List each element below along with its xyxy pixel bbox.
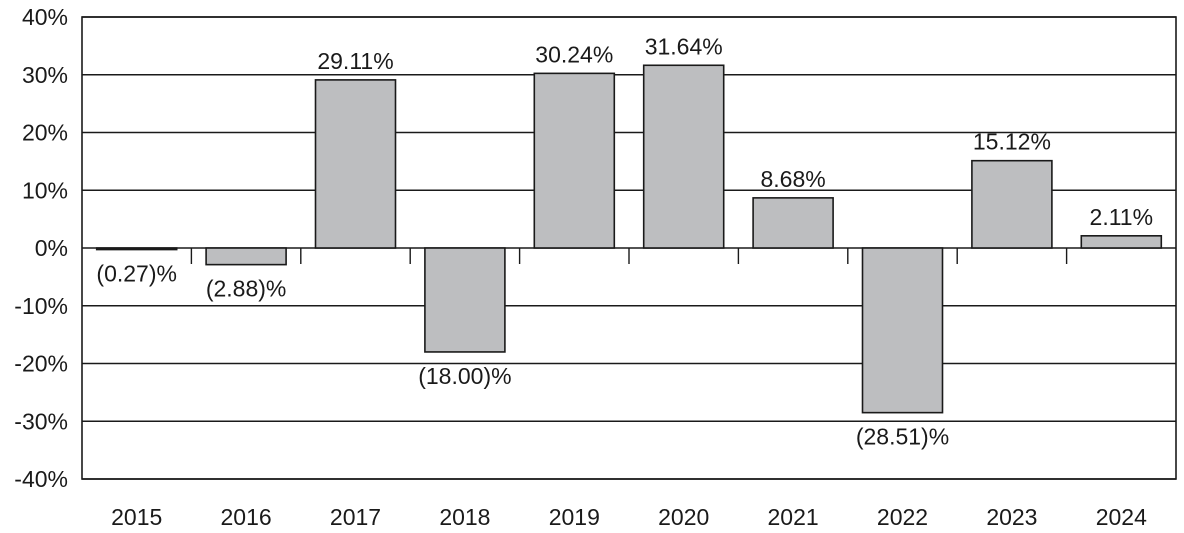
- y-axis-tick-labels: 40% 30% 20% 10% 0% -10% -20% -30% -40%: [14, 4, 68, 492]
- data-label-2017: 29.11%: [317, 48, 393, 74]
- y-tick-label: 20%: [22, 120, 68, 146]
- x-label-2018: 2018: [439, 504, 490, 530]
- data-label-2022: (28.51)%: [856, 424, 949, 450]
- bar-2016: [205, 247, 287, 266]
- y-tick-label: -20%: [14, 351, 68, 377]
- x-label-2017: 2017: [330, 504, 381, 530]
- y-tick-label: -40%: [14, 466, 68, 492]
- x-label-2020: 2020: [658, 504, 709, 530]
- y-tick-label: -10%: [14, 293, 68, 319]
- x-axis-ticks: [190, 248, 1068, 264]
- bars: [95, 64, 1163, 414]
- data-label-2023: 15.12%: [973, 129, 1051, 155]
- bar-2022: [861, 247, 944, 414]
- x-label-2024: 2024: [1096, 504, 1147, 530]
- y-tick-label: 0%: [35, 235, 68, 261]
- data-label-2018: (18.00)%: [418, 363, 511, 389]
- y-tick-label: 10%: [22, 177, 68, 203]
- x-label-2015: 2015: [111, 504, 162, 530]
- data-label-2024: 2.11%: [1090, 204, 1154, 230]
- bar-2019: [533, 72, 616, 249]
- bar-2023: [971, 159, 1053, 249]
- x-label-2019: 2019: [549, 504, 600, 530]
- bar-2018: [424, 247, 506, 353]
- data-labels: (0.27)% (2.88)% 29.11% (18.00)% 30.24% 31.64%…: [96, 33, 1153, 449]
- x-label-2022: 2022: [877, 504, 928, 530]
- y-tick-label: 40%: [22, 4, 68, 30]
- bar-2017: [314, 79, 397, 249]
- data-label-2016: (2.88)%: [206, 276, 287, 302]
- y-tick-label: -30%: [14, 408, 68, 434]
- bar-2015: [95, 247, 178, 251]
- data-label-2015: (0.27)%: [96, 261, 177, 287]
- bar-2020: [642, 64, 725, 249]
- x-label-2016: 2016: [221, 504, 272, 530]
- bar-2024: [1080, 235, 1163, 249]
- y-tick-label: 30%: [22, 62, 68, 88]
- data-label-2020: 31.64%: [645, 33, 723, 59]
- bar-2021: [752, 197, 834, 249]
- x-axis-category-labels: 2015 2016 2017 2018 2019 2020 2021 2022 2023 2024: [111, 504, 1147, 530]
- x-label-2021: 2021: [768, 504, 819, 530]
- data-label-2019: 30.24%: [535, 41, 613, 67]
- plot-frame: [81, 16, 1177, 480]
- data-label-2021: 8.68%: [760, 166, 825, 192]
- x-label-2023: 2023: [986, 504, 1037, 530]
